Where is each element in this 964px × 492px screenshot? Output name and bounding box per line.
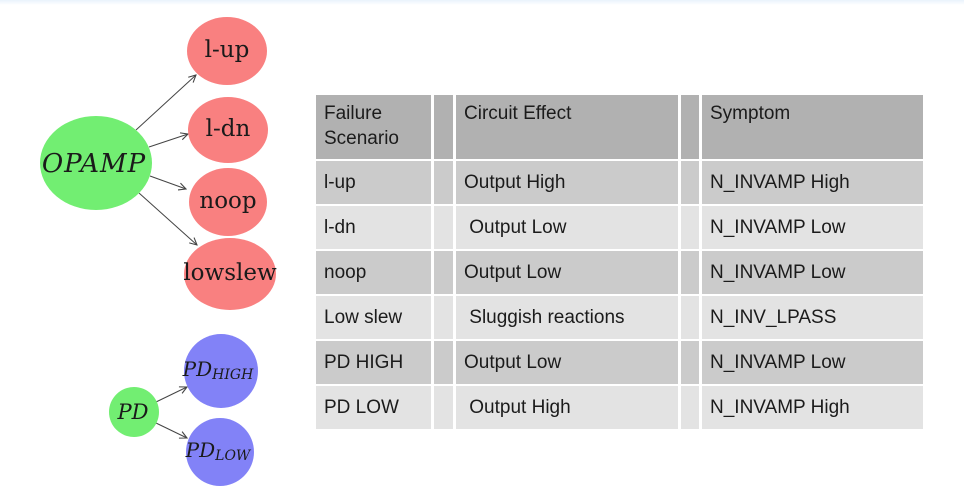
table-cell-circuit-effect: Output High bbox=[456, 161, 678, 204]
table-cell-circuit-effect: Output Low bbox=[456, 251, 678, 294]
table-cell-symptom: N_INVAMP High bbox=[702, 161, 923, 204]
table-cell-symptom: N_INVAMP Low bbox=[702, 206, 923, 249]
pd-low-subscript-text: LOW bbox=[214, 448, 252, 464]
edge-opamp-ldn bbox=[148, 134, 188, 148]
node-pd-high-label: PDHIGH bbox=[182, 357, 254, 383]
pd-low-base-text: PD bbox=[185, 438, 216, 462]
table-spacer-cell bbox=[434, 95, 453, 159]
table-spacer-cell bbox=[434, 251, 453, 294]
table-cell-failure-scenario: PD HIGH bbox=[316, 341, 431, 384]
table-cell-circuit-effect: Output High bbox=[456, 386, 678, 429]
table-cell-failure-scenario: l-up bbox=[316, 161, 431, 204]
table-spacer-cell bbox=[681, 251, 699, 294]
node-l-dn bbox=[188, 97, 268, 163]
table-cell-circuit-effect: Output Low bbox=[456, 341, 678, 384]
window-top-edge bbox=[0, 0, 964, 5]
node-pd-low bbox=[186, 418, 254, 486]
table-spacer-cell bbox=[434, 341, 453, 384]
edge-pd-pdhigh bbox=[155, 387, 187, 403]
node-noop-label: noop bbox=[199, 188, 256, 214]
table-spacer-cell bbox=[681, 206, 699, 249]
node-opamp bbox=[40, 116, 152, 210]
table-cell-symptom: N_INVAMP Low bbox=[702, 341, 923, 384]
table-spacer-cell bbox=[681, 296, 699, 339]
node-pd bbox=[109, 387, 159, 437]
node-lowslew-label: lowslew bbox=[183, 260, 277, 286]
table-spacer-cell bbox=[681, 386, 699, 429]
edge-opamp-noop bbox=[149, 175, 186, 189]
table-spacer-cell bbox=[681, 341, 699, 384]
table-cell-symptom: N_INV_LPASS bbox=[702, 296, 923, 339]
table-spacer-cell bbox=[681, 161, 699, 204]
node-pd-low-label: PDLOW bbox=[185, 438, 252, 464]
table-cell-failure-scenario: l-dn bbox=[316, 206, 431, 249]
table-spacer-cell bbox=[434, 161, 453, 204]
node-noop bbox=[189, 168, 267, 236]
table-cell-symptom: N_INVAMP Low bbox=[702, 251, 923, 294]
edge-pd-pdlow bbox=[155, 422, 187, 438]
node-opamp-label: OPAMP bbox=[42, 149, 146, 179]
table-cell-failure-scenario: Low slew bbox=[316, 296, 431, 339]
column-header-circuit-effect: Circuit Effect bbox=[456, 95, 678, 159]
table-cell-failure-scenario: noop bbox=[316, 251, 431, 294]
node-lowslew bbox=[184, 238, 276, 310]
node-pd-label: PD bbox=[117, 400, 149, 424]
table-spacer-cell bbox=[434, 296, 453, 339]
pd-high-base-text: PD bbox=[182, 357, 213, 381]
edge-opamp-lup bbox=[135, 75, 196, 131]
column-header-symptom: Symptom bbox=[702, 95, 923, 159]
table-spacer-cell bbox=[681, 95, 699, 159]
table-cell-circuit-effect: Output Low bbox=[456, 206, 678, 249]
fault-tree-diagram: OPAMP l-up l-dn noop lowslew PD PDHIGH P… bbox=[40, 17, 277, 486]
table-cell-failure-scenario: PD LOW bbox=[316, 386, 431, 429]
edge-opamp-lowslew bbox=[138, 192, 197, 245]
diagram-edges bbox=[135, 75, 197, 438]
table-spacer-cell bbox=[434, 386, 453, 429]
node-l-up bbox=[187, 17, 267, 85]
pd-high-subscript-text: HIGH bbox=[211, 367, 254, 383]
failure-scenario-table: Failure Scenario Circuit Effect Symptom … bbox=[316, 95, 923, 429]
table-cell-symptom: N_INVAMP High bbox=[702, 386, 923, 429]
column-header-failure-scenario: Failure Scenario bbox=[316, 95, 431, 159]
table-cell-circuit-effect: Sluggish reactions bbox=[456, 296, 678, 339]
table-spacer-cell bbox=[434, 206, 453, 249]
node-l-up-label: l-up bbox=[205, 37, 250, 63]
node-pd-high bbox=[184, 334, 258, 408]
node-l-dn-label: l-dn bbox=[206, 116, 251, 142]
